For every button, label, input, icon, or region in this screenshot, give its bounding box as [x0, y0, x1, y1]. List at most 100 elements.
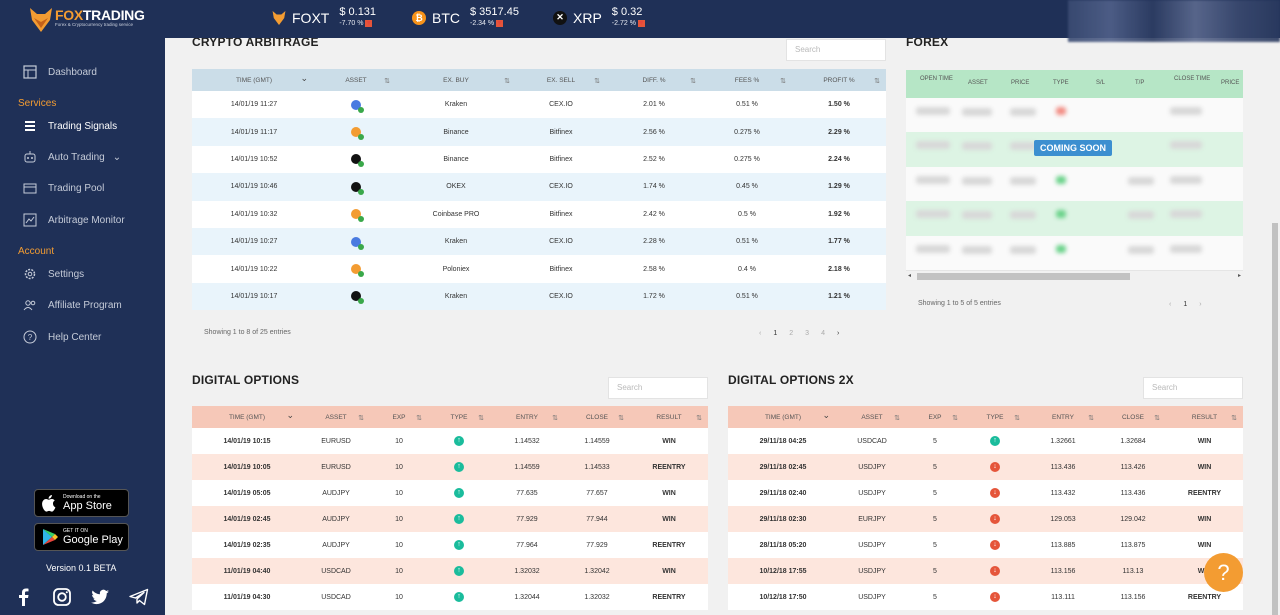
twitter-icon[interactable] [90, 587, 110, 607]
col-asset[interactable]: ASSET [316, 69, 396, 91]
page-3[interactable]: 3 [805, 330, 810, 337]
fx-col-type[interactable]: TYPE [1053, 80, 1069, 86]
sidebar-item-dashboard[interactable]: Dashboard [22, 64, 97, 80]
scrollbar-thumb[interactable] [1272, 223, 1278, 615]
fx-col-sl[interactable]: S/L [1096, 80, 1106, 86]
table-row[interactable]: 14/01/19 10:32 Coinbase PRO Bitfinex 2.42 %… [192, 200, 886, 228]
col-fees[interactable]: FEES % [702, 69, 792, 91]
table-row[interactable]: 11/01/19 04:40 USDCAD 10 ↑ 1.32032 1.32042 WIN [192, 558, 708, 584]
scroll-right-icon[interactable]: ▸ [1237, 273, 1241, 279]
table-row[interactable]: 14/01/19 10:17 Kraken CEX.IO 1.72 % 0.51 % 1.… [192, 282, 886, 311]
cell-type: ↑ [428, 558, 490, 584]
digital-options-2x-search-input[interactable]: Search [1143, 377, 1243, 399]
col-type[interactable]: TYPE [964, 406, 1026, 428]
sidebar-item-auto-trading[interactable]: Auto Trading ⌄ [22, 149, 121, 165]
col-close[interactable]: CLOSE [1100, 406, 1166, 428]
table-row[interactable]: 14/01/19 11:17 Binance Bitfinex 2.56 % 0.275… [192, 118, 886, 146]
col-time[interactable]: TIME (GMT) [192, 406, 302, 428]
forex-table-body-blurred [906, 98, 1243, 270]
col-result[interactable]: RESULT [630, 406, 708, 428]
col-asset[interactable]: ASSET [302, 406, 370, 428]
logo[interactable]: FOXTRADING Forex & Cryptocurrency tradin… [30, 8, 145, 32]
col-profit[interactable]: PROFIT % [792, 69, 886, 91]
crypto-pagination: ‹ 1 2 3 4 › [759, 330, 851, 337]
col-entry[interactable]: ENTRY [490, 406, 564, 428]
app-store-button[interactable]: Download on the App Store [34, 489, 129, 517]
table-row[interactable]: 14/01/19 05:05 AUDJPY 10 ↑ 77.635 77.657 WIN [192, 480, 708, 506]
col-time[interactable]: TIME (GMT) [192, 69, 316, 91]
fx-col-open-time[interactable]: OPEN TIME [920, 76, 953, 82]
table-row[interactable]: 28/11/18 05:20 USDJPY 5 ↓ 113.885 113.875 WIN [728, 532, 1243, 558]
page-next[interactable]: › [836, 330, 840, 337]
ticker-xrp[interactable]: ✕ XRP $ 0.32 -2.72 % ▼ [553, 6, 645, 29]
table-row[interactable]: 29/11/18 02:40 USDJPY 5 ↓ 113.432 113.436 REEN… [728, 480, 1243, 506]
table-row[interactable]: 14/01/19 10:15 EURUSD 10 ↑ 1.14532 1.14559 WIN [192, 428, 708, 454]
table-row[interactable]: 14/01/19 02:35 AUDJPY 10 ↑ 77.964 77.929 REENT… [192, 532, 708, 558]
table-row[interactable]: 14/01/19 10:46 OKEX CEX.IO 1.74 % 0.45 % 1.29… [192, 173, 886, 201]
sidebar-item-affiliate[interactable]: Affiliate Program [22, 297, 122, 313]
fx-col-tp[interactable]: T/P [1135, 80, 1145, 86]
sidebar-item-arbitrage-monitor[interactable]: Arbitrage Monitor [22, 212, 125, 228]
facebook-icon[interactable] [14, 587, 34, 607]
cell-asset [316, 200, 396, 228]
col-ex-sell[interactable]: EX. SELL [516, 69, 606, 91]
page-4[interactable]: 4 [821, 330, 825, 337]
col-time[interactable]: TIME (GMT) [728, 406, 838, 428]
page-next[interactable]: › [1199, 301, 1202, 308]
table-row[interactable]: 10/12/18 17:50 USDJPY 5 ↓ 113.111 113.156 REEN… [728, 584, 1243, 610]
page-prev[interactable]: ‹ [1169, 301, 1172, 308]
page-1[interactable]: 1 [1183, 301, 1188, 308]
forex-horizontal-scrollbar[interactable]: ◂ ▸ [906, 270, 1243, 281]
table-row[interactable]: 29/11/18 04:25 USDCAD 5 ↑ 1.32661 1.32684 WIN [728, 428, 1243, 454]
table-row[interactable]: 14/01/19 11:27 Kraken CEX.IO 2.01 % 0.51 % 1.… [192, 91, 886, 119]
sidebar-item-help-center[interactable]: ? Help Center [22, 329, 101, 345]
table-row[interactable]: 14/01/19 10:52 Binance Bitfinex 2.52 % 0.275… [192, 145, 886, 174]
table-row[interactable]: 29/11/18 02:45 USDJPY 5 ↓ 113.436 113.426 WIN [728, 454, 1243, 480]
fx-col-close-time[interactable]: CLOSE TIME [1174, 76, 1211, 82]
col-result[interactable]: RESULT [1166, 406, 1243, 428]
sidebar-item-trading-signals[interactable]: Trading Signals [22, 118, 117, 134]
col-entry[interactable]: ENTRY [1026, 406, 1100, 428]
sidebar-item-trading-pool[interactable]: Trading Pool [22, 180, 104, 196]
page-prev[interactable]: ‹ [759, 330, 762, 337]
scroll-left-icon[interactable]: ◂ [908, 273, 912, 279]
cell-result: REENTRY [630, 454, 708, 480]
ticker-foxt[interactable]: FOXT $ 0.131 -7.70 % ▼ [272, 6, 376, 29]
table-row[interactable]: 14/01/19 02:45 AUDJPY 10 ↑ 77.929 77.944 WIN [192, 506, 708, 532]
digital-options-search-input[interactable]: Search [608, 377, 708, 399]
fx-col-price[interactable]: PRICE [1011, 80, 1030, 86]
col-exp[interactable]: EXP [370, 406, 428, 428]
col-type[interactable]: TYPE [428, 406, 490, 428]
cell-profit: 1.21 % [792, 282, 886, 311]
table-row[interactable]: 14/01/19 10:27 Kraken CEX.IO 2.28 % 0.51 % 1.… [192, 227, 886, 256]
fx-col-price-2[interactable]: PRICE [1221, 80, 1240, 86]
arrow-up-icon: ↑ [454, 462, 464, 472]
help-chat-button[interactable]: ? [1204, 553, 1243, 592]
col-exp[interactable]: EXP [906, 406, 964, 428]
ticker-btc[interactable]: ₿ BTC $ 3517.45 -2.34 % ▼ [412, 6, 519, 29]
table-row[interactable]: 11/01/19 04:30 USDCAD 10 ↑ 1.32044 1.32032 REE… [192, 584, 708, 610]
ticker-change: -2.34 % ▼ [470, 20, 504, 27]
scrollbar-thumb[interactable] [917, 273, 1130, 280]
cell-exp: 5 [906, 584, 964, 610]
instagram-icon[interactable] [52, 587, 72, 607]
fx-col-asset[interactable]: ASSET [968, 80, 988, 86]
crypto-search-input[interactable]: Search [786, 39, 886, 61]
cell-close: 77.657 [564, 480, 630, 506]
google-play-button[interactable]: GET IT ON Google Play [34, 523, 129, 551]
page-2[interactable]: 2 [789, 330, 794, 337]
col-close[interactable]: CLOSE [564, 406, 630, 428]
telegram-icon[interactable] [129, 587, 149, 607]
table-row[interactable]: 14/01/19 10:05 EURUSD 10 ↑ 1.14559 1.14533 REE… [192, 454, 708, 480]
col-ex-buy[interactable]: EX. BUY [396, 69, 516, 91]
page-1[interactable]: 1 [773, 330, 778, 337]
table-row[interactable]: 29/11/18 02:30 EURJPY 5 ↓ 129.053 129.042 WIN [728, 506, 1243, 532]
table-row[interactable]: 14/01/19 10:22 Poloniex Bitfinex 2.58 % 0.4 … [192, 255, 886, 283]
cell-time: 14/01/19 05:05 [192, 480, 302, 506]
col-diff[interactable]: DIFF. % [606, 69, 702, 91]
col-asset[interactable]: ASSET [838, 406, 906, 428]
svg-text:?: ? [28, 333, 33, 342]
sidebar-item-settings[interactable]: Settings [22, 266, 84, 282]
page-vertical-scrollbar[interactable] [1270, 38, 1280, 615]
